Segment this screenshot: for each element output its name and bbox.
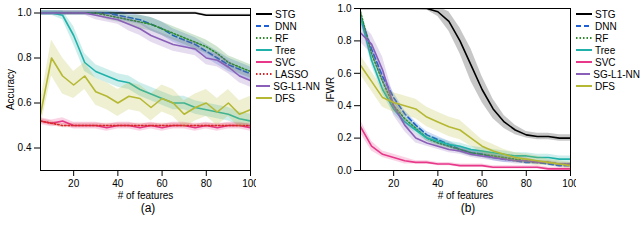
svg-text:80: 80 [201,178,213,189]
svg-text:20: 20 [388,178,400,189]
html-text:(a): (a) [140,201,156,215]
svg-text:20: 20 [68,178,80,189]
svg-text:0.2: 0.2 [338,132,352,143]
html-text:Tree: Tree [275,44,296,56]
html-text:SG-L1-NN: SG-L1-NN [593,68,640,80]
svg-text:0.8: 0.8 [18,52,32,63]
html-text:DNN: DNN [275,20,297,32]
svg-text:# of features: # of features [118,190,174,201]
html-text:DFS: DFS [275,92,295,104]
svg-text:0.6: 0.6 [18,97,32,108]
svg-text:0.6: 0.6 [338,68,352,79]
html-text:DNN: DNN [595,20,617,32]
svg-text:80: 80 [521,178,533,189]
svg-text:100: 100 [242,178,256,189]
html-text:LASSO: LASSO [275,68,309,80]
html-text:STG: STG [595,8,616,20]
svg-text:40: 40 [112,178,124,189]
svg-text:# of features: # of features [438,190,494,201]
svg-text:0.0: 0.0 [338,165,352,176]
html-text:RF: RF [595,32,609,44]
svg-text:40: 40 [432,178,444,189]
svg-text:1.0: 1.0 [338,3,352,14]
svg-text:0.4: 0.4 [18,142,32,153]
svg-text:1.0: 1.0 [18,7,32,18]
html-text:SVC: SVC [275,56,296,68]
html-text:STG: STG [275,8,296,20]
svg-text:0.8: 0.8 [338,35,352,46]
svg-text:Accuracy: Accuracy [5,69,16,110]
svg-text:0.4: 0.4 [338,100,352,111]
svg-text:60: 60 [157,178,169,189]
svg-text:100: 100 [562,178,576,189]
svg-text:IFWR: IFWR [325,77,336,103]
html-text:SVC: SVC [595,56,616,68]
html-text:(b): (b) [460,201,476,215]
svg-text:60: 60 [477,178,489,189]
html-text:DFS: DFS [595,80,615,92]
html-text:RF: RF [275,32,289,44]
html-text:SG-L1-NN: SG-L1-NN [273,80,320,92]
html-text:Tree: Tree [595,44,616,56]
